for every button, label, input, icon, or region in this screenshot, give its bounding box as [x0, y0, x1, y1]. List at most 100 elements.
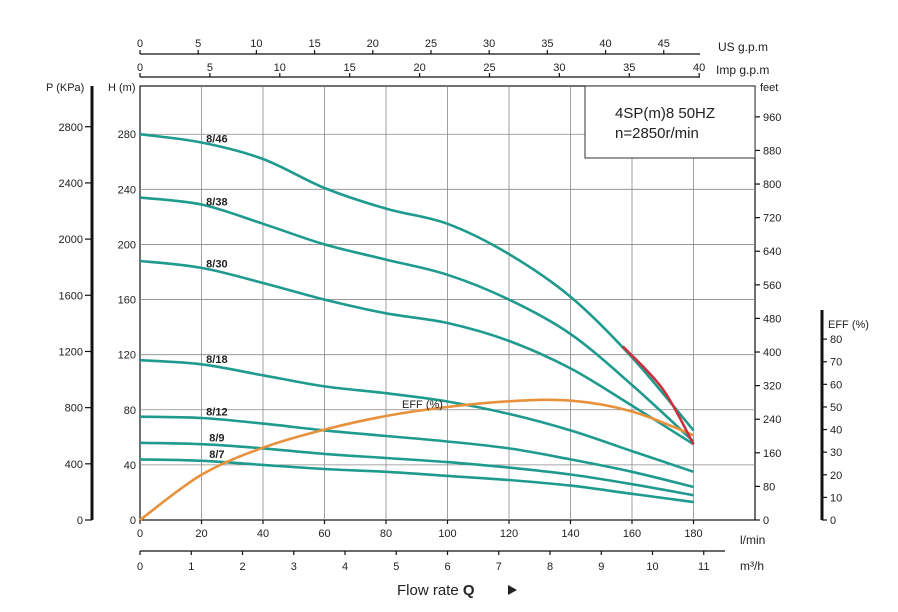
- head-tick-label: 200: [118, 239, 136, 251]
- pressure-tick-label: 400: [65, 459, 83, 471]
- feet-tick-label: 800: [763, 179, 781, 191]
- head-curves: [139, 132, 695, 522]
- head-curve-8-12: [139, 415, 694, 489]
- eff-tick-label: 40: [830, 425, 842, 437]
- imp-gpm-tick-label: 20: [413, 62, 425, 74]
- m3h-tick-label: 4: [342, 561, 348, 573]
- head-tick-label: 240: [118, 184, 136, 196]
- unit-eff: EFF (%): [828, 319, 869, 331]
- head-tick-label: 80: [124, 405, 136, 417]
- m3h-tick-label: 3: [291, 561, 297, 573]
- m3h-tick-label: 1: [188, 561, 194, 573]
- eff-tick-label: 70: [830, 357, 842, 369]
- head-curve-8-30: [139, 259, 695, 446]
- info-box-speed: n=2850r/min: [615, 125, 699, 142]
- m3h-tick-label: 8: [547, 561, 553, 573]
- m3h-tick-label: 9: [598, 561, 604, 573]
- feet-tick-label: 0: [763, 515, 769, 527]
- imp-gpm-tick-label: 0: [137, 62, 143, 74]
- feet-tick-label: 160: [763, 448, 781, 460]
- head-tick-label: 0: [130, 515, 136, 527]
- eff-tick-label: 20: [830, 470, 842, 482]
- feet-tick-label: 880: [763, 145, 781, 157]
- x-tick-label: 40: [257, 528, 269, 540]
- head-curve-8-38: [139, 196, 695, 443]
- unit-m3h: m³/h: [740, 559, 764, 573]
- eff-tick-label: 30: [830, 447, 842, 459]
- flow-rate-title: Flow rate Q: [397, 582, 517, 599]
- x-tick-label: 60: [318, 528, 330, 540]
- head-curve-8-18: [139, 358, 694, 474]
- head-tick-label: 40: [124, 460, 136, 472]
- unit-feet: feet: [760, 82, 778, 94]
- imp-gpm-tick-label: 40: [693, 62, 705, 74]
- pressure-tick-label: 800: [65, 403, 83, 415]
- eff-tick-label: 10: [830, 492, 842, 504]
- us-gpm-tick-label: 35: [541, 38, 553, 50]
- feet-tick-label: 480: [763, 313, 781, 325]
- m3h-tick-label: 10: [646, 561, 658, 573]
- imp-gpm-tick-label: 25: [483, 62, 495, 74]
- head-curve-8-7: [139, 458, 694, 504]
- unit-head: H (m): [108, 82, 136, 94]
- feet-tick-label: 400: [763, 347, 781, 359]
- us-gpm-tick-label: 15: [308, 38, 320, 50]
- head-tick-label: 120: [118, 350, 136, 362]
- imp-gpm-tick-label: 30: [553, 62, 565, 74]
- pressure-tick-label: 1200: [59, 346, 83, 358]
- unit-impgpm: Imp g.p.m: [716, 63, 769, 77]
- x-tick-label: 0: [137, 528, 143, 540]
- unit-lmin: l/min: [740, 533, 765, 547]
- overload-segment: [621, 345, 695, 445]
- pressure-tick-label: 2000: [59, 234, 83, 246]
- feet-tick-label: 240: [763, 414, 781, 426]
- us-gpm-tick-label: 0: [137, 38, 143, 50]
- x-tick-label: 80: [380, 528, 392, 540]
- m3h-tick-label: 7: [496, 561, 502, 573]
- eff-tick-label: 50: [830, 402, 842, 414]
- feet-tick-label: 80: [763, 481, 775, 493]
- x-tick-label: 100: [438, 528, 456, 540]
- m3h-tick-label: 0: [137, 561, 143, 573]
- eff-tick-label: 80: [830, 334, 842, 346]
- efficiency-curve: [139, 398, 694, 522]
- series-label: 8/30: [206, 259, 227, 271]
- axes: [85, 50, 827, 555]
- head-curve-8-46: [139, 132, 695, 432]
- feet-tick-label: 640: [763, 246, 781, 258]
- us-gpm-tick-label: 30: [483, 38, 495, 50]
- us-gpm-tick-label: 45: [658, 38, 670, 50]
- feet-tick-label: 320: [763, 381, 781, 393]
- series-label: 8/7: [209, 449, 224, 461]
- x-tick-label: 120: [500, 528, 518, 540]
- us-gpm-tick-label: 20: [367, 38, 379, 50]
- flow-rate-label: Flow rate Q: [397, 582, 475, 599]
- info-box: 4SP(m)8 50HZ n=2850r/min: [584, 85, 756, 159]
- eff-tick-label: 0: [830, 515, 836, 527]
- unit-usgpm: US g.p.m: [718, 40, 768, 54]
- series-label: 8/46: [206, 134, 227, 146]
- unit-pressure: P (KPa): [46, 82, 84, 94]
- info-box-model: 4SP(m)8 50HZ: [615, 105, 715, 122]
- m3h-tick-label: 5: [393, 561, 399, 573]
- us-gpm-tick-label: 5: [195, 38, 201, 50]
- pressure-tick-label: 1600: [59, 290, 83, 302]
- eff-tick-label: 60: [830, 379, 842, 391]
- imp-gpm-tick-label: 10: [274, 62, 286, 74]
- axis-labels: 0 20 40 60 80 100 120 140 160 1800408012016020024…: [59, 38, 843, 573]
- x-tick-label: 140: [561, 528, 579, 540]
- head-curve-8-9: [139, 441, 694, 497]
- x-tick-label: 180: [684, 528, 702, 540]
- series-label: 8/18: [206, 354, 227, 366]
- series-label: 8/38: [206, 196, 227, 208]
- m3h-tick-label: 2: [239, 561, 245, 573]
- eff-curve-label: EFF (%): [402, 399, 443, 411]
- x-tick-label: 20: [195, 528, 207, 540]
- pressure-tick-label: 2800: [59, 122, 83, 134]
- imp-gpm-tick-label: 5: [207, 62, 213, 74]
- feet-tick-label: 960: [763, 112, 781, 124]
- feet-tick-label: 720: [763, 213, 781, 225]
- pressure-tick-label: 0: [77, 515, 83, 527]
- series-label: 8/12: [206, 406, 227, 418]
